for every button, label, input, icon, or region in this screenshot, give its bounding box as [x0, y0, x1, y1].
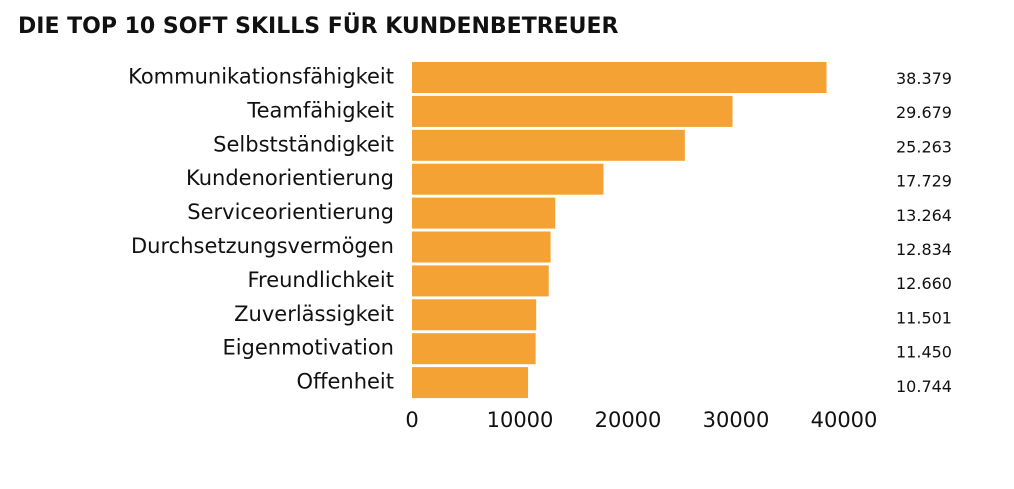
y-tick-label: Kundenorientierung — [186, 166, 394, 190]
value-label: 38.379 — [896, 69, 952, 88]
chart-title: DIE TOP 10 SOFT SKILLS FÜR KUNDENBETREUE… — [18, 13, 619, 39]
x-tick-label: 40000 — [811, 408, 878, 432]
value-label: 12.834 — [896, 240, 952, 259]
value-label: 13.264 — [896, 206, 952, 225]
x-tick-label: 10000 — [487, 408, 554, 432]
value-label: 11.501 — [896, 308, 952, 327]
y-tick-label: Offenheit — [296, 370, 394, 394]
bar — [412, 95, 733, 127]
y-tick-label: Kommunikationsfähigkeit — [128, 65, 394, 89]
bar — [412, 62, 827, 93]
value-label: 29.679 — [896, 103, 952, 122]
y-tick-label: Selbstständigkeit — [213, 132, 394, 156]
y-tick-label: Serviceorientierung — [187, 200, 394, 224]
bar — [412, 197, 556, 229]
bar — [412, 333, 536, 365]
bar — [412, 163, 604, 195]
y-tick-label: Teamfähigkeit — [246, 98, 394, 122]
bar — [412, 129, 685, 161]
value-label: 12.660 — [896, 274, 952, 293]
x-tick-label: 20000 — [595, 408, 662, 432]
y-tick-label: Durchsetzungsvermögen — [131, 234, 394, 258]
bar — [412, 265, 549, 297]
bar — [412, 367, 529, 399]
bar — [412, 231, 551, 263]
value-label: 10.744 — [896, 377, 952, 396]
bar — [412, 299, 537, 331]
value-label: 25.263 — [896, 137, 952, 156]
x-tick-label: 30000 — [703, 408, 770, 432]
y-tick-label: Zuverlässigkeit — [234, 302, 394, 326]
value-label: 11.450 — [896, 343, 952, 362]
y-tick-label: Eigenmotivation — [222, 336, 394, 360]
value-label: 17.729 — [896, 172, 952, 191]
x-tick-label: 0 — [405, 408, 418, 432]
y-tick-label: Freundlichkeit — [247, 268, 394, 292]
